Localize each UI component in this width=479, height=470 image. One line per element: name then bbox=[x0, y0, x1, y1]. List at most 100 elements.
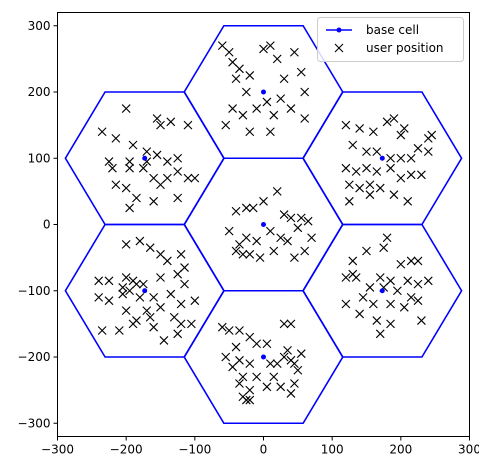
user-point bbox=[259, 44, 268, 54]
cell-center-dot bbox=[261, 222, 266, 227]
user-point bbox=[156, 249, 165, 259]
user-point bbox=[262, 97, 272, 107]
user-point bbox=[265, 226, 275, 236]
x-tick-label: −200 bbox=[110, 443, 143, 457]
user-point bbox=[135, 236, 145, 246]
user-point bbox=[111, 133, 121, 143]
user-point bbox=[162, 157, 172, 166]
user-point bbox=[406, 256, 416, 266]
x-tick-label: 200 bbox=[389, 443, 412, 457]
user-point bbox=[125, 286, 134, 296]
cell-center-dot bbox=[379, 288, 385, 294]
user-point bbox=[173, 269, 183, 279]
user-point bbox=[290, 359, 299, 369]
user-point bbox=[362, 246, 371, 256]
x-tick-label: 0 bbox=[260, 443, 268, 457]
user-point bbox=[365, 190, 375, 200]
user-point bbox=[94, 292, 104, 302]
user-point bbox=[255, 253, 265, 263]
user-point bbox=[132, 279, 141, 289]
user-point bbox=[169, 312, 179, 322]
user-point bbox=[276, 94, 286, 104]
user-point bbox=[399, 124, 409, 133]
user-point bbox=[423, 276, 433, 286]
user-point bbox=[413, 279, 423, 289]
user-point bbox=[114, 326, 124, 335]
user-point bbox=[365, 283, 375, 292]
user-point bbox=[286, 213, 296, 223]
user-point bbox=[241, 87, 251, 97]
user-point bbox=[259, 196, 268, 206]
user-point bbox=[351, 167, 361, 176]
user-point bbox=[221, 120, 231, 130]
user-point bbox=[125, 203, 134, 213]
user-point bbox=[121, 306, 131, 316]
user-point bbox=[111, 180, 121, 190]
user-point bbox=[344, 180, 354, 190]
user-point bbox=[382, 233, 392, 243]
user-point bbox=[396, 173, 406, 183]
user-point bbox=[375, 183, 385, 193]
user-point bbox=[145, 312, 155, 322]
user-point bbox=[399, 302, 409, 312]
user-point bbox=[217, 322, 227, 332]
user-point bbox=[180, 263, 189, 272]
user-point bbox=[187, 319, 196, 329]
user-point bbox=[235, 64, 244, 74]
user-point bbox=[341, 163, 351, 173]
legend: base cell user position bbox=[317, 17, 464, 62]
user-point bbox=[293, 223, 303, 233]
user-point bbox=[245, 395, 255, 405]
user-point bbox=[138, 163, 148, 173]
user-point bbox=[265, 127, 275, 137]
user-point bbox=[279, 74, 289, 84]
user-point bbox=[406, 292, 416, 302]
user-point bbox=[162, 173, 172, 183]
user-point bbox=[245, 359, 255, 369]
user-point bbox=[358, 292, 368, 302]
user-point bbox=[396, 153, 406, 163]
user-point bbox=[279, 210, 289, 219]
user-point bbox=[118, 289, 128, 299]
user-point bbox=[166, 289, 176, 299]
user-point bbox=[145, 243, 155, 253]
user-point bbox=[362, 147, 371, 157]
user-point bbox=[272, 186, 282, 196]
user-point bbox=[362, 163, 371, 173]
user-point bbox=[386, 276, 395, 286]
user-point bbox=[372, 167, 382, 176]
user-point bbox=[300, 114, 310, 123]
user-point bbox=[286, 319, 296, 329]
user-point bbox=[423, 147, 433, 157]
user-point bbox=[173, 167, 183, 176]
user-point bbox=[142, 147, 152, 157]
user-point bbox=[368, 299, 378, 309]
user-point bbox=[413, 256, 423, 266]
user-point bbox=[427, 130, 437, 140]
legend-user-position-label: user position bbox=[366, 41, 444, 55]
user-point bbox=[231, 246, 241, 256]
user-point bbox=[238, 372, 248, 382]
user-point bbox=[355, 309, 365, 319]
user-point bbox=[156, 180, 165, 190]
user-point bbox=[403, 196, 413, 206]
user-point bbox=[262, 382, 272, 392]
user-point bbox=[393, 286, 402, 296]
user-point bbox=[252, 104, 262, 113]
user-point bbox=[276, 233, 286, 243]
user-point bbox=[238, 110, 248, 120]
user-point bbox=[375, 329, 385, 339]
legend-base-cell-label: base cell bbox=[366, 23, 419, 37]
hex-cells bbox=[64, 24, 463, 425]
y-tick-label: 0 bbox=[43, 218, 51, 232]
cell-center-dot bbox=[261, 354, 266, 360]
user-point bbox=[379, 243, 389, 253]
user-point bbox=[142, 306, 152, 316]
user-point bbox=[238, 249, 248, 259]
user-point bbox=[231, 206, 241, 216]
user-point bbox=[121, 273, 131, 282]
user-point bbox=[217, 41, 227, 51]
user-point bbox=[108, 163, 117, 173]
user-point bbox=[300, 246, 310, 256]
